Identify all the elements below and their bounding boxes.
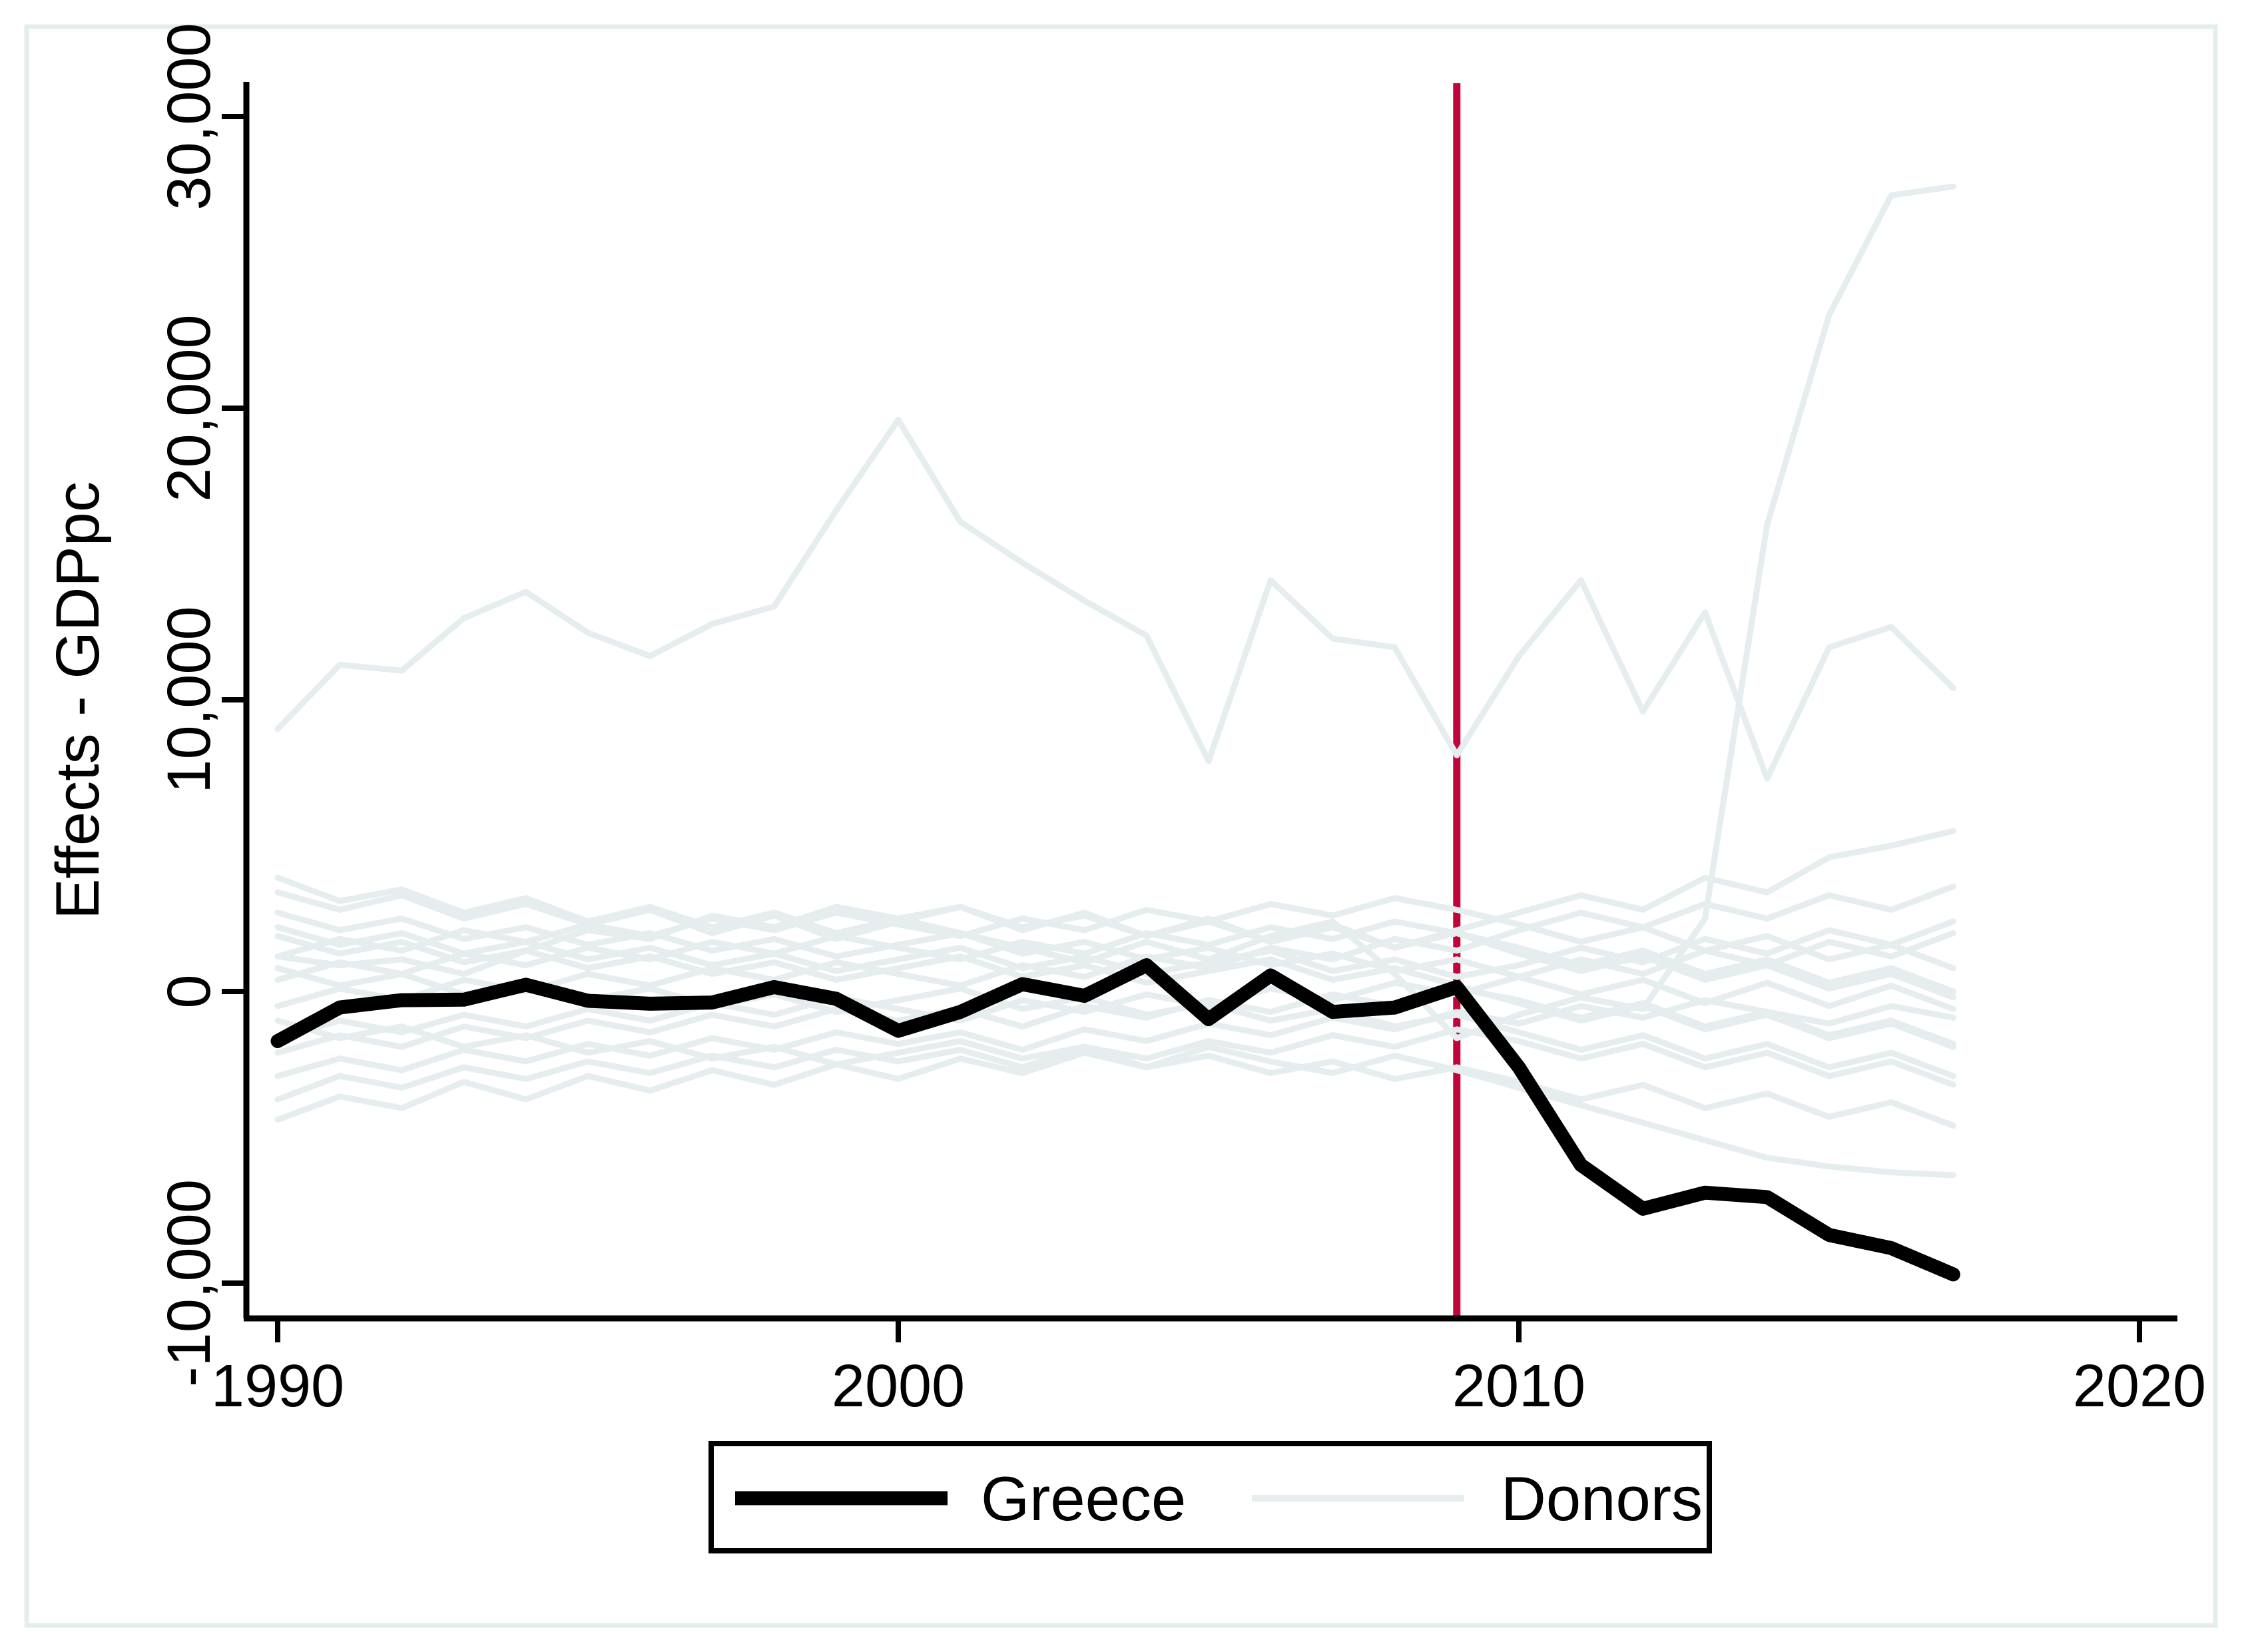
donor-line bbox=[274, 1017, 1956, 1129]
x-axis-ticks: 1990 2000 2010 2020 bbox=[211, 1318, 2206, 1420]
legend: Greece Donors bbox=[708, 1441, 1712, 1553]
greece-line bbox=[270, 958, 1960, 1282]
donor-line bbox=[274, 1026, 1956, 1103]
x-tick-label: 2020 bbox=[2073, 1353, 2206, 1420]
donor-line bbox=[274, 874, 1956, 1001]
figure-frame bbox=[24, 24, 2218, 1628]
y-tick-label: 0 bbox=[155, 974, 223, 1008]
donor-line bbox=[274, 997, 1956, 1079]
y-tick-label: 10,000 bbox=[155, 606, 223, 793]
donor-line bbox=[274, 985, 1956, 1056]
y-tick-label: 20,000 bbox=[155, 314, 223, 501]
donor-line bbox=[274, 918, 1956, 995]
greece-legend-label: Greece bbox=[981, 1464, 1186, 1533]
donor-line bbox=[274, 895, 1956, 971]
donors-legend-label: Donors bbox=[1501, 1464, 1703, 1533]
x-tick-label: 1990 bbox=[211, 1353, 344, 1420]
axes: -10,000 0 10,000 20,000 30,000 1990 2000 2010 2… bbox=[155, 23, 2206, 1420]
donor-line bbox=[274, 918, 1956, 980]
y-tick-label: -10,000 bbox=[155, 1179, 223, 1387]
y-tick-label: 30,000 bbox=[155, 23, 223, 210]
x-tick-label: 2000 bbox=[832, 1353, 965, 1420]
y-axis-ticks: -10,000 0 10,000 20,000 30,000 bbox=[155, 23, 246, 1387]
x-tick-label: 2010 bbox=[1452, 1353, 1585, 1420]
y-axis-title: Effects - GDPpc bbox=[44, 481, 112, 920]
donor-lines-group bbox=[274, 183, 1956, 1179]
donor-line bbox=[274, 417, 1956, 782]
